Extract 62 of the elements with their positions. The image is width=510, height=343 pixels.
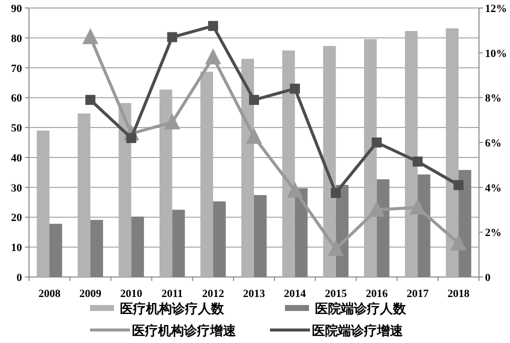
x-tick-label: 2009 xyxy=(79,288,102,300)
y-tick-label: 60 xyxy=(11,92,22,105)
x-tick-label: 2017 xyxy=(406,288,430,300)
x-tick-label: 2014 xyxy=(284,288,306,300)
legend-label: 医院端诊疗增速 xyxy=(312,323,404,339)
x-tick-label: 2016 xyxy=(366,288,388,300)
point xyxy=(450,234,467,250)
y-tick-label: 20 xyxy=(11,212,22,224)
x-tick-label: 2012 xyxy=(202,288,225,300)
point xyxy=(208,20,218,31)
x-tick-label: 2008 xyxy=(38,288,61,300)
y2-tick-label: 12% xyxy=(485,3,507,15)
bar xyxy=(36,130,50,277)
point xyxy=(290,84,300,94)
y2-tick-label: 0 xyxy=(485,272,491,284)
x-tick-label: 2013 xyxy=(243,288,266,300)
legend-label: 医疗机构诊疗人数 xyxy=(120,301,225,317)
point xyxy=(126,133,136,144)
x-tick-label: 2018 xyxy=(448,288,470,300)
y2-tick-label: 8% xyxy=(485,92,502,105)
point xyxy=(454,180,464,190)
point xyxy=(246,128,262,144)
point xyxy=(286,182,303,198)
bar xyxy=(200,72,214,277)
bar xyxy=(282,50,295,277)
y2-tick-label: 10% xyxy=(485,48,507,60)
y-tick-label: 90 xyxy=(11,3,22,15)
y-tick-label: 30 xyxy=(11,182,22,194)
bar xyxy=(241,58,254,277)
point xyxy=(368,200,385,217)
bar xyxy=(323,46,336,277)
legend-label: 医院端诊疗人数 xyxy=(315,301,407,317)
bar xyxy=(78,114,90,277)
y-tick-label: 70 xyxy=(11,62,22,75)
y-tick-label: 50 xyxy=(11,122,22,135)
point xyxy=(167,32,178,42)
y2-tick-label: 6% xyxy=(485,138,502,150)
y-tick-label: 40 xyxy=(11,152,22,164)
y-tick-label: 0 xyxy=(16,272,22,284)
point xyxy=(249,94,259,105)
point xyxy=(412,156,423,167)
bar xyxy=(446,28,459,277)
point xyxy=(372,138,382,148)
x-tick-label: 2015 xyxy=(324,288,348,300)
x-tick-label: 2010 xyxy=(120,288,143,300)
point xyxy=(85,94,96,105)
point xyxy=(82,28,98,44)
bar xyxy=(364,39,377,277)
y-tick-label: 80 xyxy=(11,32,22,45)
point xyxy=(410,198,426,215)
y-tick-label: 10 xyxy=(11,242,22,254)
point xyxy=(330,188,341,198)
point xyxy=(164,113,180,130)
y2-tick-label: 4% xyxy=(485,182,502,194)
legend-label: 医疗机构诊疗增速 xyxy=(132,323,237,339)
point xyxy=(205,48,222,64)
bar xyxy=(160,90,172,277)
x-tick-label: 2011 xyxy=(161,288,183,300)
point xyxy=(328,240,344,256)
bar xyxy=(118,103,132,277)
bar xyxy=(404,31,418,277)
y2-tick-label: 2% xyxy=(485,227,502,240)
